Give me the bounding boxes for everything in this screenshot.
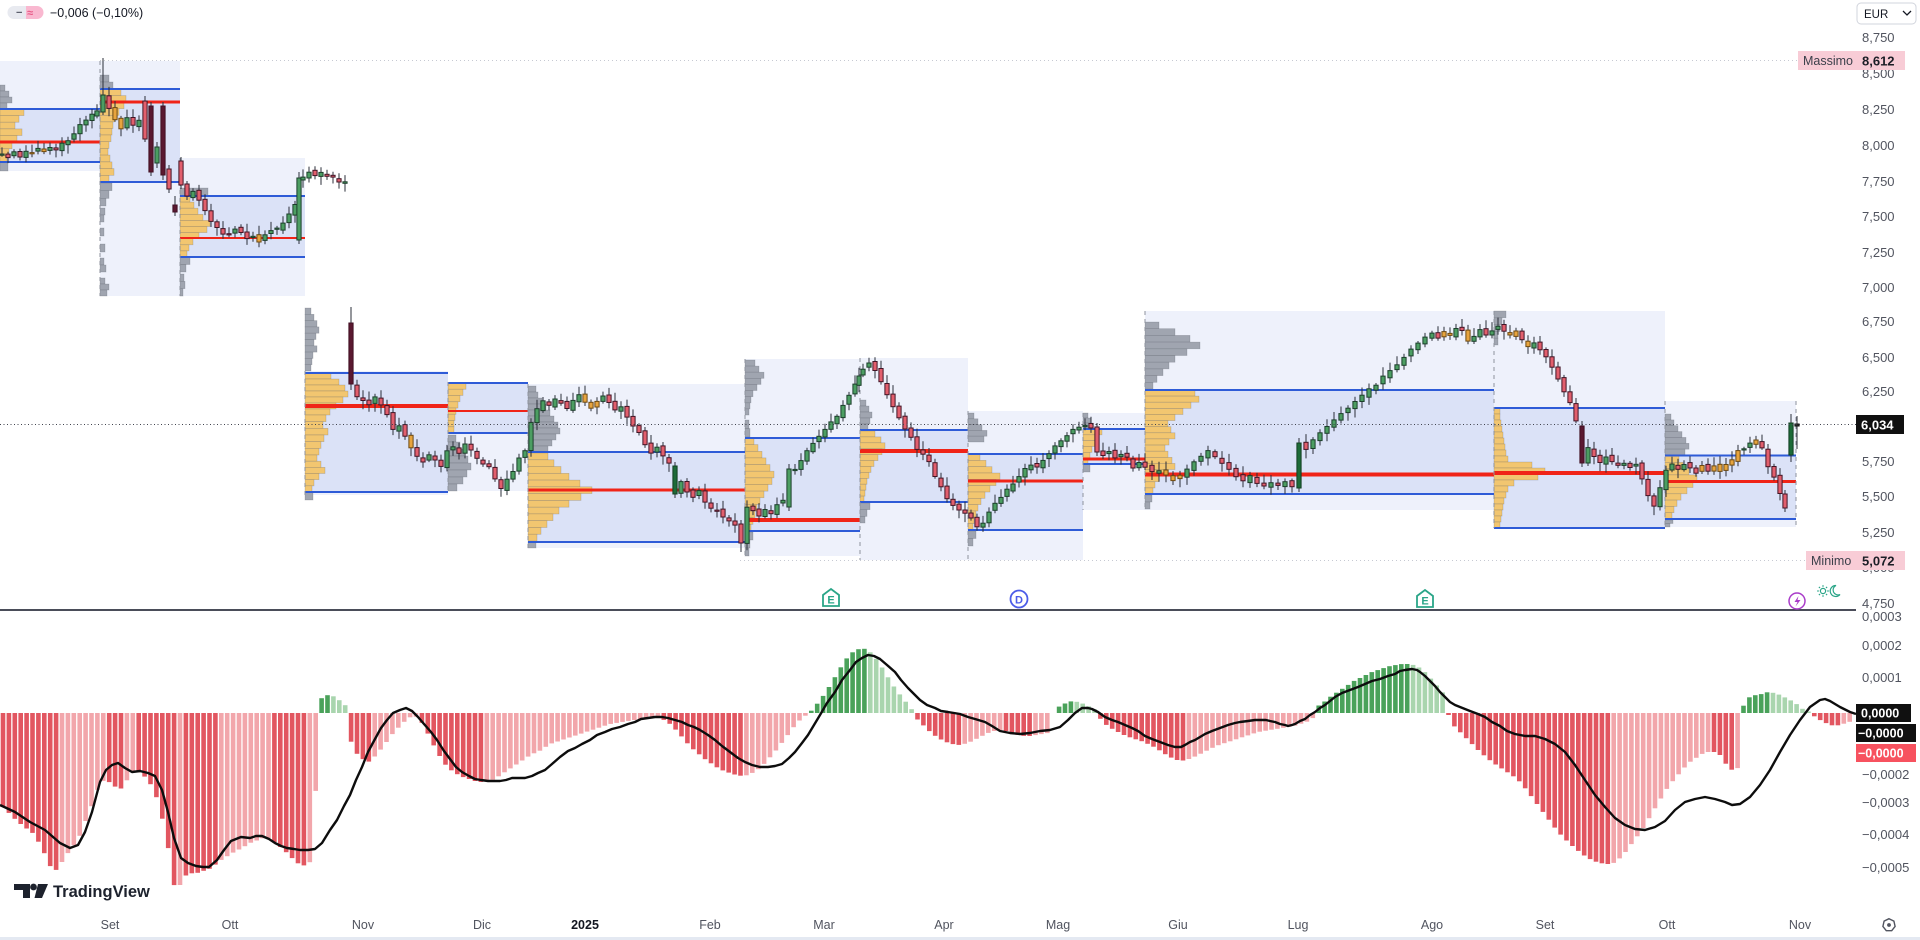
svg-text:Minimo: Minimo	[1811, 554, 1851, 568]
svg-text:5,072: 5,072	[1862, 554, 1895, 569]
svg-text:5,750: 5,750	[1862, 454, 1895, 469]
svg-text:Giu: Giu	[1168, 918, 1188, 932]
svg-text:6,750: 6,750	[1862, 314, 1895, 329]
svg-text:8,250: 8,250	[1862, 102, 1895, 117]
svg-text:−0,0000: −0,0000	[1858, 747, 1904, 761]
svg-text:Apr: Apr	[934, 918, 953, 932]
svg-text:8,612: 8,612	[1862, 54, 1895, 69]
svg-text:EUR: EUR	[1864, 9, 1888, 21]
svg-text:Mar: Mar	[813, 918, 835, 932]
svg-text:7,250: 7,250	[1862, 245, 1895, 260]
svg-text:Mag: Mag	[1046, 918, 1070, 932]
svg-text:Ott: Ott	[222, 918, 239, 932]
svg-text:−0,0003: −0,0003	[1862, 795, 1909, 810]
svg-text:Set: Set	[101, 918, 120, 932]
svg-text:0,0001: 0,0001	[1862, 670, 1902, 685]
svg-text:0,0000: 0,0000	[1861, 707, 1899, 721]
svg-text:6,034: 6,034	[1861, 418, 1894, 433]
svg-text:−0,006 (−0,10%): −0,006 (−0,10%)	[50, 6, 143, 20]
svg-text:0,0002: 0,0002	[1862, 638, 1902, 653]
svg-text:D: D	[1015, 595, 1023, 607]
svg-text:Lug: Lug	[1288, 918, 1309, 932]
svg-text:Massimo: Massimo	[1803, 54, 1853, 68]
svg-text:Ott: Ott	[1659, 918, 1676, 932]
svg-text:−0,0004: −0,0004	[1862, 827, 1909, 842]
svg-text:Dic: Dic	[473, 918, 491, 932]
svg-text:−0,0005: −0,0005	[1862, 860, 1909, 875]
svg-text:4,750: 4,750	[1862, 596, 1895, 611]
svg-text:−0,0002: −0,0002	[1862, 767, 1909, 782]
svg-text:≈: ≈	[27, 8, 33, 20]
svg-text:8,750: 8,750	[1862, 30, 1895, 45]
svg-text:6,500: 6,500	[1862, 350, 1895, 365]
svg-text:5,500: 5,500	[1862, 489, 1895, 504]
svg-text:E: E	[1421, 596, 1428, 608]
svg-text:E: E	[827, 595, 834, 607]
svg-text:7,000: 7,000	[1862, 280, 1895, 295]
svg-text:6,250: 6,250	[1862, 384, 1895, 399]
svg-text:Ago: Ago	[1421, 918, 1443, 932]
svg-text:TradingView: TradingView	[53, 883, 150, 901]
svg-text:Nov: Nov	[1789, 918, 1812, 932]
svg-text:Nov: Nov	[352, 918, 375, 932]
svg-text:8,000: 8,000	[1862, 138, 1895, 153]
svg-text:Feb: Feb	[699, 918, 721, 932]
svg-text:2025: 2025	[571, 918, 599, 932]
svg-text:7,750: 7,750	[1862, 174, 1895, 189]
svg-text:0,0003: 0,0003	[1862, 609, 1902, 624]
svg-text:7,500: 7,500	[1862, 209, 1895, 224]
svg-text:−0,0000: −0,0000	[1858, 727, 1904, 741]
svg-text:Set: Set	[1536, 918, 1555, 932]
svg-text:−: −	[16, 7, 22, 19]
svg-text:5,250: 5,250	[1862, 525, 1895, 540]
